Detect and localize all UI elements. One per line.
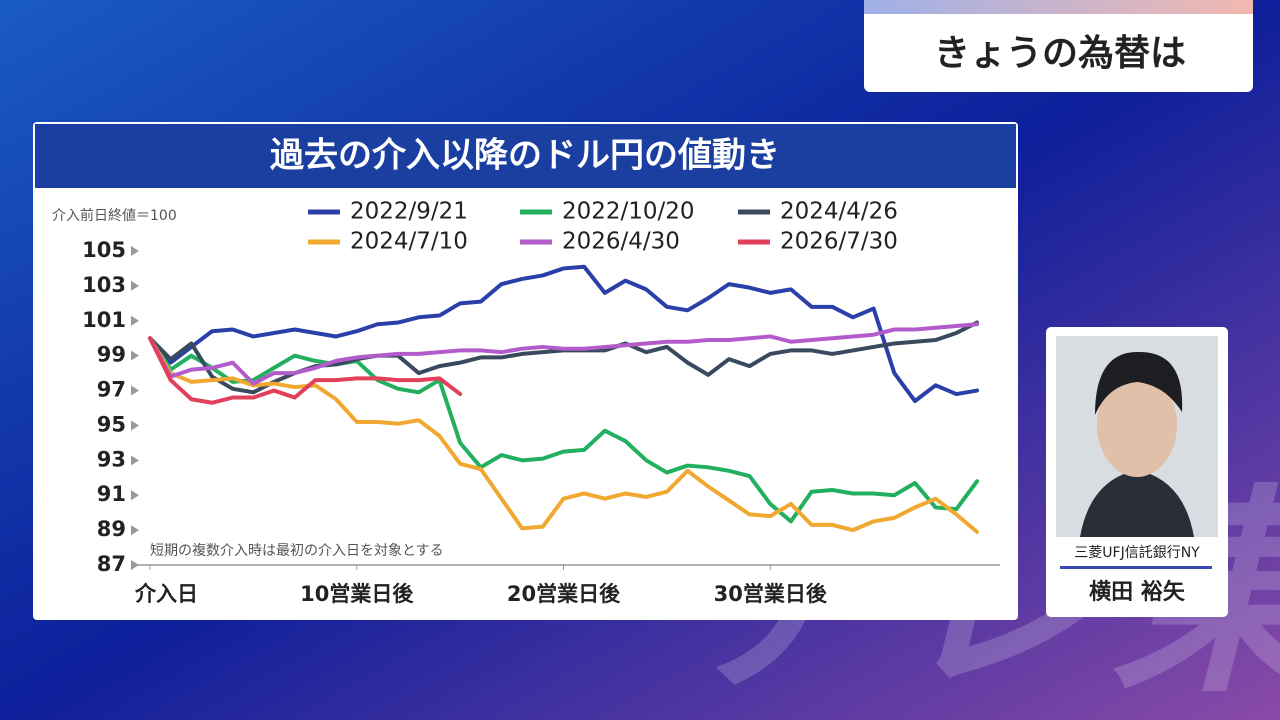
y-tick-label: 101 bbox=[82, 308, 126, 332]
y-tick-mark bbox=[131, 490, 139, 501]
guest-divider bbox=[1060, 566, 1212, 569]
y-tick-label: 105 bbox=[82, 238, 126, 262]
series-line bbox=[148, 336, 463, 405]
photo-face bbox=[1097, 373, 1177, 477]
legend-label: 2026/4/30 bbox=[562, 229, 680, 255]
y-tick-label: 97 bbox=[97, 378, 126, 402]
guest-affiliation: 三菱UFJ信託銀行NY bbox=[1074, 545, 1200, 561]
legend-label: 2024/7/10 bbox=[350, 229, 468, 255]
chart-note: 短期の複数介入時は最初の介入日を対象とする bbox=[150, 542, 444, 559]
x-tick-label: 10営業日後 bbox=[300, 582, 414, 606]
y-tick-mark bbox=[131, 246, 139, 256]
y-tick-mark bbox=[131, 525, 139, 536]
series-line bbox=[148, 264, 979, 404]
y-tick-label: 95 bbox=[97, 412, 126, 436]
header-strip bbox=[864, 0, 1253, 14]
y-tick-label: 99 bbox=[97, 343, 126, 367]
y-tick-mark bbox=[131, 420, 139, 431]
y-tick-mark bbox=[131, 350, 139, 361]
legend-label: 2022/10/20 bbox=[562, 199, 695, 225]
y-tick-mark bbox=[131, 455, 139, 466]
x-tick-label: 30営業日後 bbox=[714, 582, 828, 606]
y-tick-label: 103 bbox=[82, 273, 126, 297]
x-tick-label: 介入日 bbox=[134, 582, 198, 606]
photo-body bbox=[1080, 470, 1194, 537]
series-line bbox=[148, 336, 979, 524]
series-line bbox=[148, 336, 979, 534]
legend-label: 2022/9/21 bbox=[350, 199, 468, 225]
chart-subtitle: 介入前日終値＝100 bbox=[52, 207, 177, 224]
chart-panel bbox=[33, 122, 1018, 620]
header-card bbox=[864, 0, 1253, 92]
y-tick-mark bbox=[131, 385, 139, 396]
x-tick-label: 20営業日後 bbox=[507, 582, 621, 606]
legend-label: 2024/4/26 bbox=[780, 199, 898, 225]
header-title: きょうの為替は bbox=[934, 33, 1186, 74]
legend-label: 2026/7/30 bbox=[780, 229, 898, 255]
chart-title-bar bbox=[35, 124, 1016, 188]
guest-name: 横田 裕矢 bbox=[1089, 579, 1186, 605]
y-tick-label: 93 bbox=[97, 447, 126, 471]
y-tick-mark bbox=[131, 315, 139, 326]
chart-title: 過去の介入以降のドル円の値動き bbox=[270, 136, 780, 176]
series-line bbox=[148, 322, 979, 386]
photo-hair bbox=[1095, 351, 1183, 415]
y-tick-label: 89 bbox=[97, 517, 126, 541]
y-tick-label: 87 bbox=[97, 552, 126, 576]
y-tick-label: 91 bbox=[97, 482, 126, 506]
y-tick-mark bbox=[131, 280, 139, 291]
